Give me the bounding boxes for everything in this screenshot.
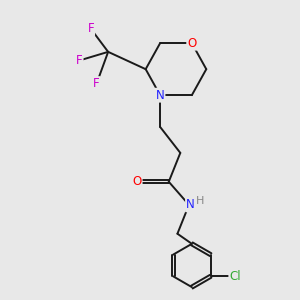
Text: N: N [186,198,195,211]
Text: F: F [93,77,100,90]
Text: F: F [76,54,83,67]
Text: F: F [88,22,94,35]
Text: Cl: Cl [229,270,241,283]
Text: N: N [156,89,164,102]
Text: H: H [196,196,204,206]
Text: O: O [132,175,142,188]
Text: O: O [187,37,196,50]
